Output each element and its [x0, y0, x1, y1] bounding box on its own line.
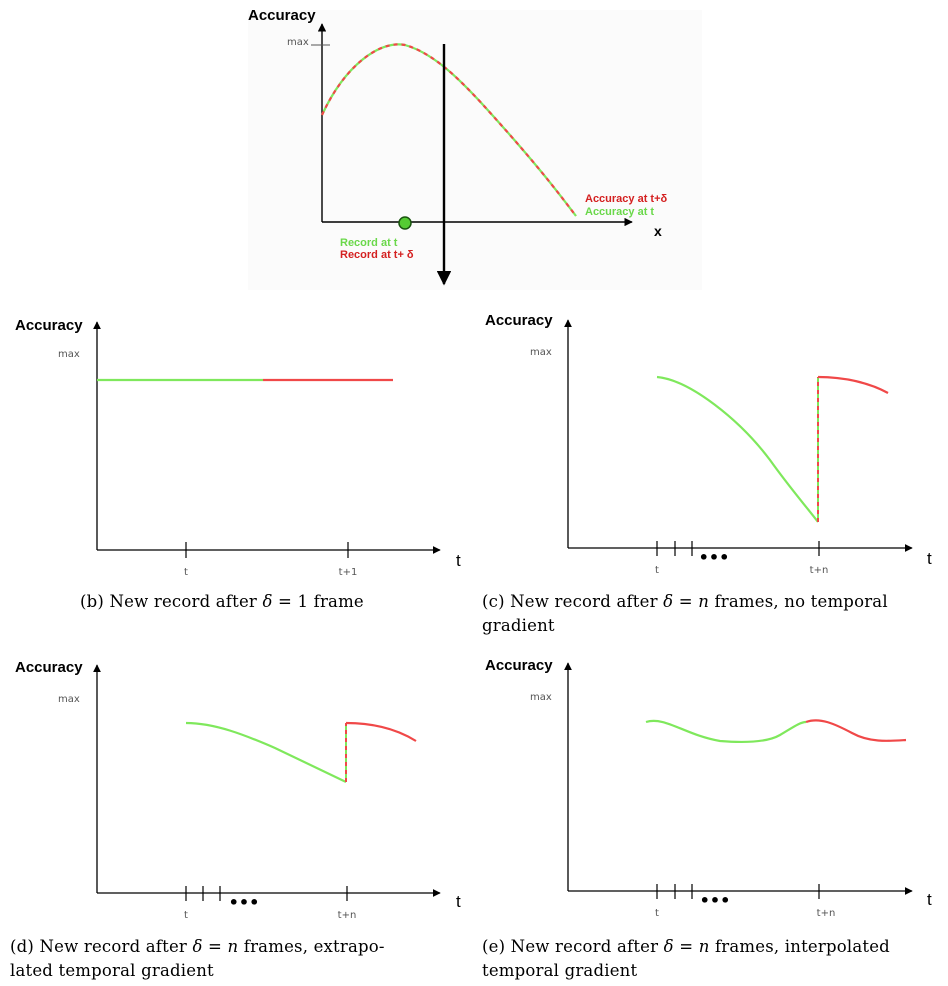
caption-c-line2: gradient [482, 616, 555, 635]
panel-e-tick-label-t: t [655, 908, 659, 919]
caption-b-prefix: (b) New record after [80, 592, 263, 611]
caption-d-line2: lated temporal gradient [10, 961, 214, 980]
caption-c-prefix: (c) New record after [482, 592, 664, 611]
caption-c-eq: = [673, 592, 699, 611]
panel-b-tick-label-t: t [184, 567, 188, 578]
caption-b-delta: δ [262, 592, 273, 611]
caption-e: (e) New record after δ = n frames, inter… [482, 935, 944, 983]
caption-d-prefix: (d) New record after [10, 937, 193, 956]
panel-d-ellipsis: ••• [229, 893, 260, 912]
panel-d: Accuracy max t t+n ••• t [15, 659, 461, 921]
caption-e-n: n [698, 937, 710, 956]
panel-e-max-label: max [530, 692, 552, 703]
panel-b-t-label: t [456, 551, 461, 570]
panel-e: Accuracy max t t+n ••• t [485, 657, 932, 919]
panel-d-new-curve [345, 721, 417, 742]
panel-b: Accuracy max t t+1 t [15, 317, 461, 578]
diagram-a-legend-new: Accuracy at t+δ [585, 193, 668, 205]
caption-e-eq: = [673, 937, 699, 956]
panel-d-t-label: t [456, 892, 461, 911]
caption-e-prefix: (e) New record after [482, 937, 664, 956]
diagram-a-y-title: Accuracy [248, 7, 316, 24]
panel-c-current-curve [656, 375, 819, 523]
diagram-a: Accuracy max x Accuracy at t+δ Accuracy … [248, 7, 702, 290]
panel-e-new-curve [805, 719, 907, 742]
panel-c-y-title: Accuracy [485, 312, 553, 329]
caption-d-eq: = [202, 937, 228, 956]
caption-e-line2: temporal gradient [482, 961, 638, 980]
panel-d-max-label: max [58, 694, 80, 705]
caption-b: (b) New record after δ = 1 frame [80, 590, 364, 614]
panel-c-tick-label-tn: t+n [810, 565, 829, 576]
caption-e-rest: frames, interpolated [709, 937, 890, 956]
panel-e-ellipsis: ••• [700, 891, 731, 910]
panel-e-t-label: t [927, 890, 932, 909]
diagram-a-max-label: max [287, 37, 309, 48]
caption-d-delta: δ [192, 937, 203, 956]
panel-d-current-curve [185, 721, 347, 783]
caption-d: (d) New record after δ = n frames, extra… [10, 935, 480, 983]
panel-d-tick-label-t: t [184, 910, 188, 921]
panel-e-y-title: Accuracy [485, 657, 553, 674]
panel-c: Accuracy max t t+n ••• t [485, 312, 932, 576]
diagram-a-curve-new [321, 43, 577, 217]
caption-d-n: n [227, 937, 239, 956]
panel-b-y-title: Accuracy [15, 317, 83, 334]
diagram-a-record-new: Record at t+ δ [340, 249, 414, 261]
diagram-a-record-dot [398, 216, 412, 230]
caption-c-rest: frames, no temporal [709, 592, 888, 611]
panel-c-ellipsis: ••• [699, 548, 730, 567]
caption-c: (c) New record after δ = n frames, no te… [482, 590, 944, 638]
diagram-a-legend-current: Accuracy at t [585, 206, 654, 218]
panel-b-max-label: max [58, 349, 80, 360]
panel-c-new-curve [817, 375, 889, 394]
panel-e-tick-label-tn: t+n [817, 908, 836, 919]
panel-b-tick-label-t1: t+1 [339, 567, 358, 578]
panel-d-tick-label-tn: t+n [338, 910, 357, 921]
caption-c-delta: δ [663, 592, 674, 611]
diagram-a-x-label: x [654, 223, 662, 239]
panel-c-max-label: max [530, 347, 552, 358]
diagram-a-background [248, 10, 702, 290]
caption-c-n: n [698, 592, 710, 611]
caption-e-delta: δ [663, 937, 674, 956]
panel-c-tick-label-t: t [655, 565, 659, 576]
diagram-a-record-current: Record at t [340, 237, 398, 249]
panel-c-t-label: t [927, 549, 932, 568]
caption-d-rest: frames, extrapo- [238, 937, 385, 956]
panel-e-current-curve [645, 719, 807, 743]
caption-b-rest: = 1 frame [272, 592, 364, 611]
panel-d-y-title: Accuracy [15, 659, 83, 676]
